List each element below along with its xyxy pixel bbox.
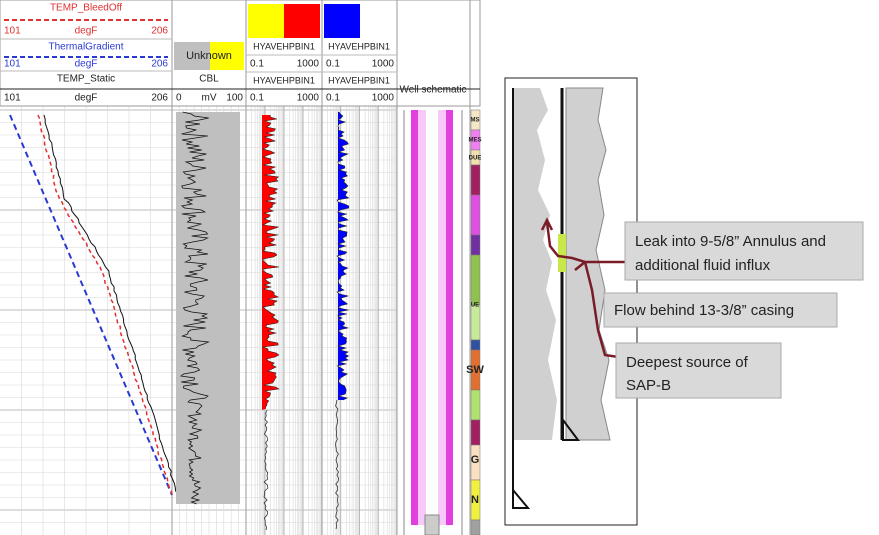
- formation-label: MS: [471, 118, 480, 124]
- track-title: Well schematic: [399, 85, 466, 96]
- curve-name: HYAVEHPBIN1: [328, 41, 390, 51]
- callout-text: Flow behind 13-3/8” casing: [614, 302, 794, 319]
- formation-column: MS MES DUE UE SW G N: [466, 110, 484, 535]
- scale-min: 0.1: [250, 93, 264, 104]
- screenshot: TEMP_BleedOff 101 degF 206 ThermalGradie…: [0, 0, 879, 535]
- scale-min: 0.1: [326, 93, 340, 104]
- scale-max: 206: [151, 59, 168, 70]
- formation-label: UE: [471, 303, 479, 309]
- cbl-fill: [176, 112, 240, 504]
- shoe: [425, 515, 439, 535]
- fill-swatch: [324, 4, 360, 38]
- curve-name: HYAVEHPBIN1: [253, 75, 315, 85]
- formation-label: MES: [468, 138, 481, 144]
- formation-label: DUE: [469, 156, 482, 162]
- fill-swatch: [284, 4, 320, 38]
- scale-unit: mV: [202, 93, 217, 104]
- gradient-curve: [10, 115, 172, 495]
- callout-text: additional fluid influx: [635, 257, 771, 274]
- formation-band: [471, 195, 480, 235]
- curve-name: TEMP_BleedOff: [50, 3, 122, 14]
- log-curves: [10, 112, 349, 530]
- formation-band: [471, 390, 480, 420]
- formation-band: [471, 520, 480, 535]
- tubing-bore: [426, 110, 438, 525]
- callout-text: Leak into 9-5/8” Annulus and: [635, 233, 826, 250]
- curve-name: CBL: [199, 74, 219, 85]
- formation-band: [471, 235, 480, 255]
- scale-min: 101: [4, 26, 21, 37]
- formation-band: [471, 165, 480, 195]
- scale-max: 1000: [297, 93, 320, 104]
- well-schematic: [404, 110, 462, 535]
- formation-band: [471, 255, 480, 305]
- scale-min: 0.1: [326, 59, 340, 70]
- scale-min: 101: [4, 93, 21, 104]
- callout-text: Deepest source of: [626, 354, 749, 371]
- scale-max: 1000: [372, 59, 395, 70]
- scale-unit: degF: [75, 26, 98, 37]
- scale-max: 100: [226, 93, 243, 104]
- scale-min: 101: [4, 59, 21, 70]
- callout-text: SAP-B: [626, 377, 671, 394]
- leak-zone: [558, 234, 566, 272]
- scale-max: 1000: [297, 59, 320, 70]
- scale-max: 206: [151, 26, 168, 37]
- scale-min: 0: [176, 93, 182, 104]
- curve-name: TEMP_Static: [57, 74, 115, 85]
- formation-label: G: [471, 454, 480, 466]
- scale-max: 1000: [372, 93, 395, 104]
- curve-name: ThermalGradient: [48, 42, 123, 53]
- formation-band: [471, 340, 480, 350]
- fill-swatch: [248, 4, 284, 38]
- formation-band: [471, 305, 480, 340]
- curve-name: HYAVEHPBIN1: [328, 75, 390, 85]
- static-curve: [44, 115, 179, 495]
- curve-name: HYAVEHPBIN1: [253, 41, 315, 51]
- scale-max: 206: [151, 93, 168, 104]
- formation-label: N: [471, 494, 479, 506]
- flag-text: Unknown: [186, 50, 232, 62]
- formation-band: [471, 420, 480, 445]
- well-diagram: Leak into 9-5/8” Annulus and additional …: [505, 78, 863, 525]
- formation-label: SW: [466, 364, 484, 376]
- scale-unit: degF: [75, 59, 98, 70]
- scale-unit: degF: [75, 93, 98, 104]
- scale-min: 0.1: [250, 59, 264, 70]
